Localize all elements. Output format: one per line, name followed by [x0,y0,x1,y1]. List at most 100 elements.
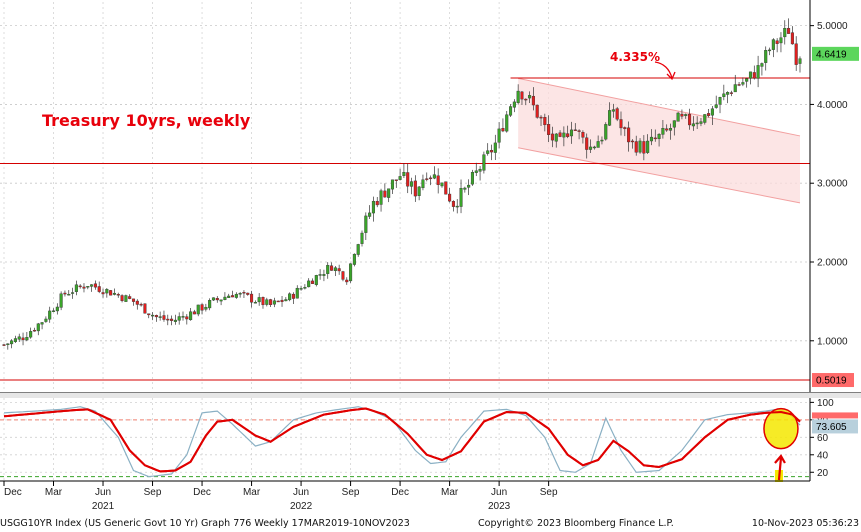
oscillator-value: 73.605 [816,422,847,433]
candle-body [783,28,787,38]
candle-body [550,133,554,141]
candle-body [288,293,292,301]
candlestick-series [2,18,802,350]
footer-source: USGG10YR Index (US Generic Govt 10 Yr) G… [0,518,410,529]
candle-body [55,306,59,312]
candle-body [234,293,238,298]
candle-body [208,300,212,309]
candle-body [257,297,261,303]
candle-body [200,304,204,311]
candle-body [265,299,269,305]
oscillator-tick-label: 60 [817,433,829,444]
candle-body [604,124,608,140]
candle-body [402,172,406,176]
candle-body [318,274,322,276]
oscillator-value-badge-box [812,419,858,434]
candle-body [151,314,155,317]
candle-body [665,128,669,131]
candle-body [588,146,593,150]
oscillator-tick-label: 40 [817,450,829,461]
low-level-badge-box [812,373,854,388]
x-year-label: 2023 [488,501,511,512]
candle-body [158,316,162,318]
candle-body [227,295,231,298]
candle-body [794,43,798,65]
candle-body [497,128,501,143]
candle-body [25,337,29,341]
candle-body [748,71,753,79]
candle-body [619,119,623,129]
footer-copyright: Copyright© 2023 Bloomberg Finance L.P. [478,518,674,529]
candle-body [13,338,17,342]
candle-body [501,128,505,132]
candle-body [718,97,722,105]
candle-body [649,136,653,142]
candle-body [760,63,764,67]
candle-body [611,109,615,112]
candle-body [32,329,37,332]
candle-body [71,292,75,294]
x-month-label: Sep [540,487,558,498]
price-panel: Treasury 10yrs, weekly 4.335% 1.0000 2.00… [0,0,859,392]
candle-body [688,113,692,126]
candle-body [371,200,375,214]
candle-body [524,98,528,101]
candle-body [6,343,10,346]
candle-body [310,280,315,284]
candle-body [417,186,421,196]
candle-body [124,295,128,302]
candle-body [455,205,459,208]
candle-body [531,95,535,106]
low-level-value: 0.5019 [816,376,847,387]
candle-body [269,299,273,305]
candle-body [128,296,132,299]
candle-body [729,92,733,94]
candle-body [608,110,612,126]
candle-body [787,27,791,34]
candle-body [375,200,379,206]
candle-body [44,318,48,322]
candle-body [59,293,63,308]
candle-body [162,315,166,320]
candle-body [634,141,638,153]
candle-body [771,39,775,50]
candle-body [429,177,433,180]
candle-body [189,311,193,321]
candle-body [368,212,372,217]
candle-body [535,104,539,118]
candle-body [798,58,802,64]
up-arrow-icon [774,454,786,482]
candle-body [566,133,570,137]
candle-body [528,95,532,99]
candle-body [474,170,478,173]
trend-channel-lower-line [518,147,801,204]
candle-body [714,104,718,108]
candle-body [250,293,254,303]
candle-body [539,116,543,119]
candle-body [509,106,513,116]
candle-body [112,292,116,295]
candle-body [284,299,288,302]
candle-body [170,318,174,321]
candle-body [699,121,703,124]
candle-body [139,303,143,306]
candle-body [276,300,280,303]
candle-body [573,129,577,131]
candle-body [154,315,158,318]
candle-body [512,101,516,108]
candle-body [326,265,330,274]
trend-channel-upper-line [518,77,801,137]
candle-body [554,133,558,142]
oscillator-value-badge: 73.605 [812,419,858,434]
candle-body [444,181,448,195]
candle-body [303,287,307,289]
candle-body [17,336,21,340]
x-month-label: Dec [391,487,409,498]
candle-body [691,123,695,127]
candle-body [569,129,574,137]
candle-body [775,40,779,44]
x-month-label: Sep [342,487,360,498]
oscillator-panel: 10080604020 73.605 [0,398,858,482]
candle-body [291,293,295,299]
candle-body [341,271,345,280]
